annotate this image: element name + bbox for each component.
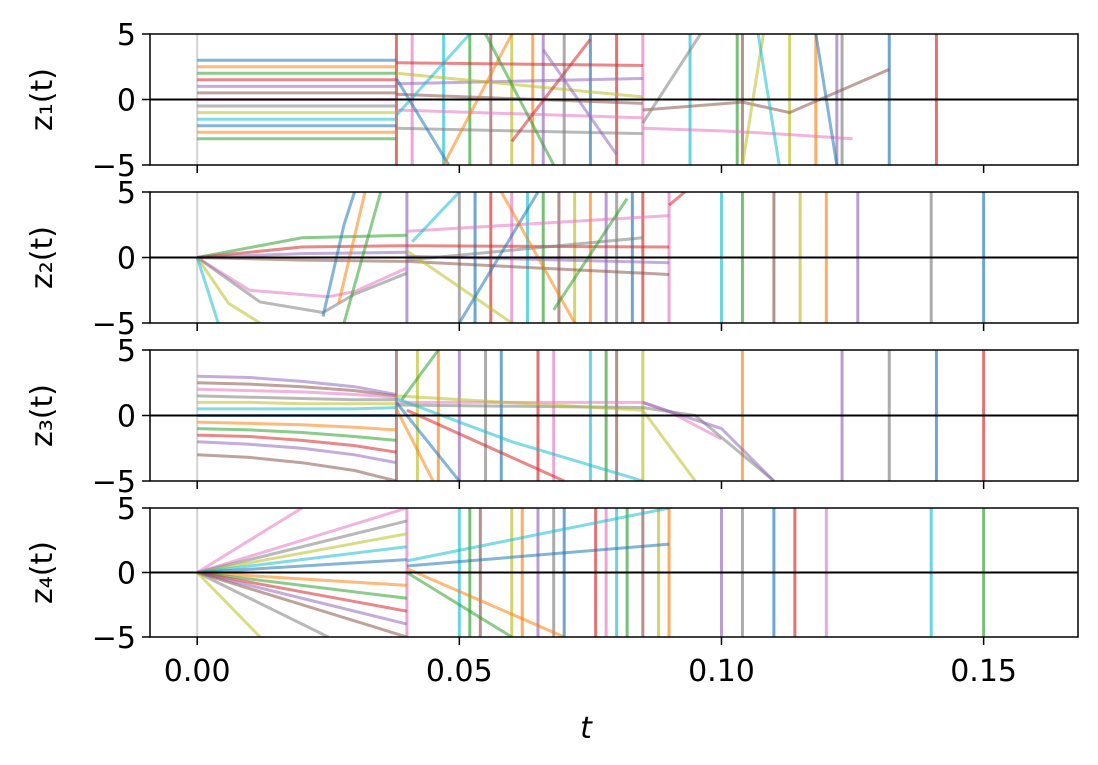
series-line (406, 571, 513, 637)
series-line (197, 374, 397, 396)
series-line (197, 440, 397, 465)
series-line (395, 397, 644, 481)
series-line (396, 394, 697, 481)
series-line (510, 38, 592, 143)
series-line (396, 77, 643, 86)
series-line (197, 244, 407, 259)
series-line (197, 250, 407, 259)
series-line (196, 571, 408, 637)
x-tick-label: 0.05 (426, 654, 493, 689)
y-tick-label: 5 (117, 18, 136, 53)
series-line (196, 519, 408, 574)
series-line (321, 192, 356, 317)
series-line (406, 214, 670, 233)
series-line (406, 542, 670, 568)
panel-2: −5 0 5 z₂(t) (25, 176, 1079, 342)
y-tick-label: 5 (117, 492, 136, 527)
y-tick-label: 5 (117, 176, 136, 211)
x-axis: t 0.00 0.05 0.10 0.15 (164, 654, 1017, 746)
series-line (196, 571, 262, 637)
series-line (642, 400, 775, 481)
panels: −5 0 5 z₁(t) −5 0 5 z₂(t) −5 0 5 z₃(t) −5 0 5 z₄(t) (25, 18, 1079, 656)
series-line (406, 508, 670, 563)
series-line (197, 387, 397, 399)
series-line (395, 408, 435, 481)
series-line (196, 508, 408, 574)
y-tick-label: 5 (117, 334, 136, 369)
series-line (196, 532, 408, 574)
series-line (406, 408, 565, 481)
y-axis-label: z₁(t) (25, 68, 60, 131)
series-line (197, 571, 408, 600)
series-line (400, 350, 440, 401)
y-tick-label: −5 (92, 149, 136, 184)
series-line (642, 68, 890, 115)
series-line (411, 192, 461, 243)
series-line (196, 508, 303, 574)
series-line (395, 77, 451, 165)
series-line (197, 394, 397, 402)
series-line (195, 257, 220, 323)
series-line (406, 259, 670, 276)
series-line (197, 571, 407, 587)
panel-1: −5 0 5 z₁(t) (25, 18, 1079, 184)
series-line (196, 571, 408, 613)
series-line (406, 567, 565, 637)
series-line (195, 256, 261, 323)
y-tick-label: −5 (92, 307, 136, 342)
y-axis-label: z₄(t) (25, 541, 60, 604)
series-line (552, 197, 629, 311)
series-line (337, 192, 367, 304)
panel-4: −5 0 5 z₄(t) (25, 492, 1079, 656)
series-line (197, 406, 397, 411)
y-tick-label: 0 (117, 557, 136, 592)
y-tick-label: 0 (117, 400, 136, 435)
series-line (641, 34, 702, 124)
series-line (668, 192, 686, 207)
series-line (196, 571, 329, 637)
y-tick-label: −5 (92, 465, 136, 500)
series-line (197, 453, 397, 481)
y-tick-label: 0 (117, 84, 136, 119)
series-line (406, 236, 643, 262)
series-line (197, 545, 408, 574)
x-tick-label: 0.15 (950, 654, 1017, 689)
x-tick-label: 0.00 (164, 654, 231, 689)
series-line (541, 48, 618, 156)
series-line (197, 558, 407, 574)
series-line (197, 433, 397, 454)
y-axis-label: z₃(t) (25, 384, 60, 447)
series-line (395, 34, 471, 117)
series-line (396, 108, 643, 120)
series-line (197, 420, 397, 432)
y-axis-label: z₂(t) (25, 226, 60, 289)
series-line (396, 61, 643, 67)
panel-3: −5 0 5 z₃(t) (25, 334, 1079, 500)
series-line (197, 427, 397, 442)
y-tick-label: 0 (117, 242, 136, 277)
series-line (406, 249, 513, 323)
x-axis-label: t (580, 711, 593, 746)
x-tick-label: 0.10 (688, 654, 755, 689)
series-line (197, 381, 397, 398)
series-line (196, 571, 408, 626)
series-line (396, 71, 643, 99)
series-line (196, 233, 407, 259)
series-line (197, 400, 397, 406)
y-tick-label: −5 (92, 621, 136, 656)
